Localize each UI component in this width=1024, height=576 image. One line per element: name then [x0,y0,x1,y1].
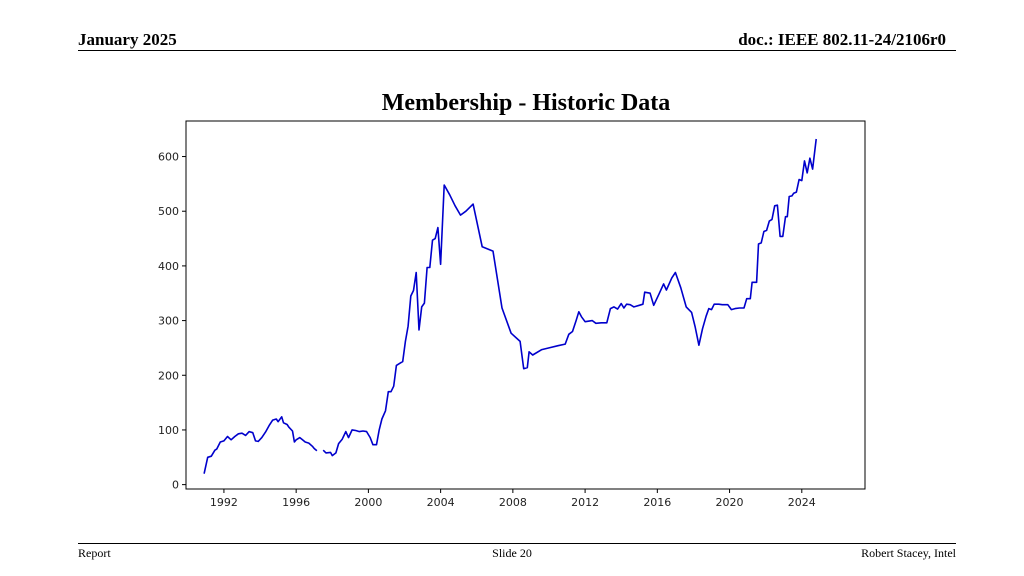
x-tick-label: 2016 [643,496,671,509]
y-axis: 0 100 200 300 400 500 600 [158,151,186,492]
series-lines [203,138,817,474]
header-divider [78,50,956,51]
footer-author: Robert Stacey, Intel [861,546,956,560]
x-tick-label: 2020 [716,496,744,509]
y-tick-label: 0 [172,479,179,492]
footer-report-label: Report [78,546,111,560]
plot-frame [185,120,866,490]
x-tick-label: 2024 [788,496,816,509]
chart-title: Membership - Historic Data [381,90,671,116]
y-tick-label: 100 [158,424,179,437]
series-line-segment [322,138,817,457]
series-line-segment [203,415,318,474]
y-tick-label: 600 [158,151,179,164]
x-tick-label: 2004 [427,496,455,509]
header-doc-id: doc.: IEEE 802.11-24/2106r0 [738,30,946,49]
x-tick-label: 1996 [282,496,310,509]
footer-divider [78,543,956,544]
y-tick-label: 300 [158,315,179,328]
x-tick-label: 1992 [210,496,238,509]
y-tick-label: 400 [158,260,179,273]
footer-slide-number: Slide 20 [492,546,532,560]
y-tick-label: 500 [158,205,179,218]
x-axis: 1992 1996 2000 2004 2008 2012 2016 2020 2024 [210,489,816,509]
x-tick-label: 2000 [354,496,382,509]
x-tick-label: 2012 [571,496,599,509]
y-tick-label: 200 [158,369,179,382]
header-date: January 2025 [78,30,177,49]
x-tick-label: 2008 [499,496,527,509]
